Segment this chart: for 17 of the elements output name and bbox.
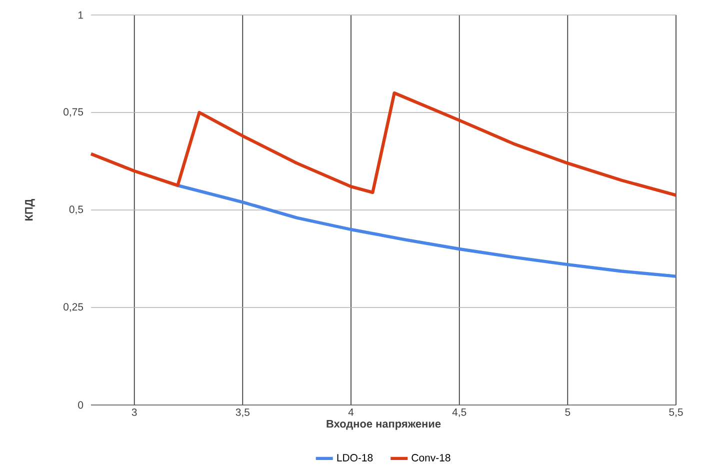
x-tick-label: 4 xyxy=(348,408,354,416)
legend-label: Conv-18 xyxy=(412,454,450,462)
line-series xyxy=(89,91,678,197)
y-axis-title: КПД xyxy=(25,199,35,220)
y-tick-label: 0,5 xyxy=(69,206,84,214)
y-tick-label: 1 xyxy=(78,11,83,19)
legend-label: LDO-18 xyxy=(337,454,373,462)
line-series xyxy=(176,184,678,278)
y-tick-label: 0,25 xyxy=(64,303,84,312)
x-tick-label: 3,5 xyxy=(236,408,250,418)
x-tick-label: 3 xyxy=(132,408,137,416)
x-axis-title: Входное напряжение xyxy=(326,420,441,430)
x-tick-label: 5 xyxy=(565,408,570,416)
y-tick-label: 0,75 xyxy=(64,108,84,117)
y-tick-label: 0 xyxy=(78,401,84,409)
x-tick-label: 4,5 xyxy=(452,408,466,418)
x-tick-label: 5,5 xyxy=(669,408,683,418)
